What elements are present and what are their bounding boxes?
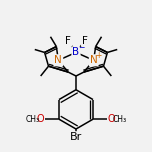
- Text: CH₃: CH₃: [113, 115, 127, 124]
- Text: F: F: [82, 36, 88, 46]
- Text: +: +: [95, 51, 102, 60]
- Text: −: −: [78, 43, 84, 52]
- Text: Br: Br: [70, 132, 82, 142]
- Text: N: N: [90, 55, 98, 65]
- Text: F: F: [65, 36, 71, 46]
- Text: CH₃: CH₃: [25, 115, 39, 124]
- Text: O: O: [37, 114, 44, 124]
- Text: O: O: [108, 114, 115, 124]
- Text: B: B: [73, 47, 79, 57]
- Text: N: N: [54, 55, 62, 65]
